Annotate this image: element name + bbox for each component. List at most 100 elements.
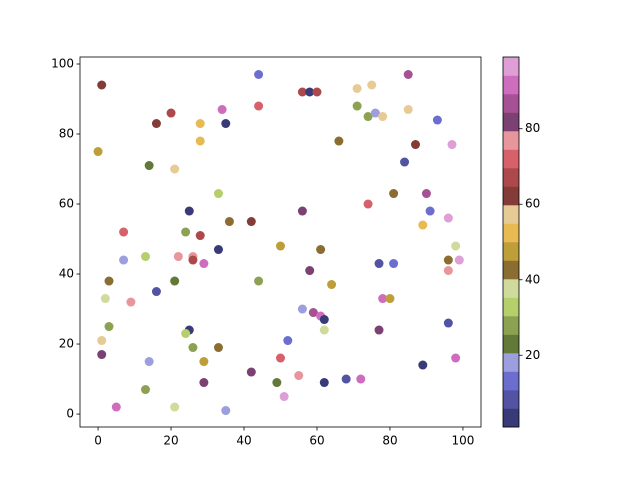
point bbox=[254, 276, 264, 286]
colorbar-band bbox=[503, 408, 519, 428]
point bbox=[221, 406, 231, 416]
axes-frame bbox=[79, 56, 482, 428]
colorbar-band bbox=[503, 149, 519, 169]
colorbar-band bbox=[503, 223, 519, 243]
colorbar-band bbox=[503, 353, 519, 372]
point bbox=[279, 392, 289, 402]
point bbox=[378, 112, 388, 122]
point bbox=[181, 227, 191, 237]
point bbox=[403, 70, 413, 80]
point bbox=[93, 147, 103, 157]
point bbox=[97, 80, 107, 90]
point bbox=[363, 199, 373, 209]
point bbox=[374, 325, 384, 335]
point bbox=[316, 245, 326, 255]
point bbox=[443, 255, 453, 265]
point bbox=[170, 164, 180, 174]
point bbox=[451, 241, 461, 251]
point bbox=[312, 87, 322, 97]
colorbar-band bbox=[503, 316, 519, 335]
point bbox=[144, 357, 154, 367]
point bbox=[272, 378, 282, 388]
point bbox=[327, 280, 337, 290]
point bbox=[305, 87, 315, 97]
point bbox=[363, 112, 373, 122]
colorbar-band bbox=[503, 94, 519, 113]
point bbox=[199, 378, 209, 388]
point bbox=[443, 318, 453, 328]
x-tick-label: 20 bbox=[163, 434, 178, 448]
point bbox=[151, 287, 161, 297]
point bbox=[297, 206, 307, 216]
point bbox=[104, 322, 114, 332]
point bbox=[385, 294, 395, 304]
point bbox=[217, 105, 227, 115]
point bbox=[104, 276, 114, 286]
x-tick-label: 100 bbox=[451, 434, 474, 448]
point bbox=[170, 402, 180, 412]
point bbox=[100, 294, 110, 304]
point bbox=[246, 217, 256, 227]
colorbar-tick-label: 80 bbox=[525, 121, 540, 135]
point bbox=[418, 220, 428, 230]
point bbox=[451, 353, 461, 363]
point bbox=[305, 266, 315, 276]
y-tick-label: 40 bbox=[59, 267, 74, 281]
point bbox=[126, 297, 136, 307]
point bbox=[140, 385, 150, 395]
colorbar-tick-label: 40 bbox=[525, 272, 540, 286]
colorbar-band bbox=[503, 112, 519, 132]
point bbox=[370, 108, 380, 118]
colorbar-tick-label: 60 bbox=[525, 197, 540, 211]
point bbox=[97, 350, 107, 360]
point bbox=[166, 108, 176, 118]
x-tick-label: 0 bbox=[94, 434, 102, 448]
point bbox=[111, 402, 121, 412]
point bbox=[213, 189, 223, 199]
colorbar-band bbox=[503, 242, 519, 261]
point bbox=[195, 136, 205, 146]
colorbar-frame bbox=[502, 56, 520, 428]
point bbox=[319, 315, 329, 325]
point bbox=[319, 325, 329, 335]
colorbar-band bbox=[503, 186, 519, 206]
point bbox=[119, 227, 129, 237]
point bbox=[352, 84, 362, 94]
point bbox=[144, 161, 154, 171]
point bbox=[367, 80, 377, 90]
point bbox=[151, 119, 161, 129]
point bbox=[184, 206, 194, 216]
point bbox=[447, 140, 457, 150]
x-tick-label: 60 bbox=[309, 434, 324, 448]
point bbox=[294, 371, 304, 381]
y-tick-label: 100 bbox=[51, 57, 74, 71]
point bbox=[389, 189, 399, 199]
point bbox=[188, 343, 198, 353]
point bbox=[199, 259, 209, 269]
point bbox=[403, 105, 413, 115]
point bbox=[195, 231, 205, 241]
point bbox=[221, 119, 231, 129]
point bbox=[418, 360, 428, 370]
point bbox=[199, 357, 209, 367]
colorbar-band bbox=[503, 75, 519, 95]
point bbox=[276, 241, 285, 251]
point bbox=[224, 217, 234, 227]
y-tick-label: 60 bbox=[59, 197, 74, 211]
point bbox=[411, 140, 421, 150]
colorbar-band bbox=[503, 371, 519, 391]
point bbox=[308, 308, 318, 318]
colorbar-tick-label: 20 bbox=[525, 348, 540, 362]
colorbar-band bbox=[503, 297, 519, 317]
point bbox=[195, 119, 205, 129]
point bbox=[443, 266, 453, 276]
y-tick-label: 20 bbox=[59, 337, 74, 351]
point bbox=[356, 374, 366, 384]
point bbox=[283, 336, 293, 346]
colorbar-band bbox=[503, 57, 519, 76]
point bbox=[454, 255, 464, 265]
point bbox=[421, 189, 431, 199]
point bbox=[213, 245, 223, 255]
colorbar-band bbox=[503, 131, 519, 150]
